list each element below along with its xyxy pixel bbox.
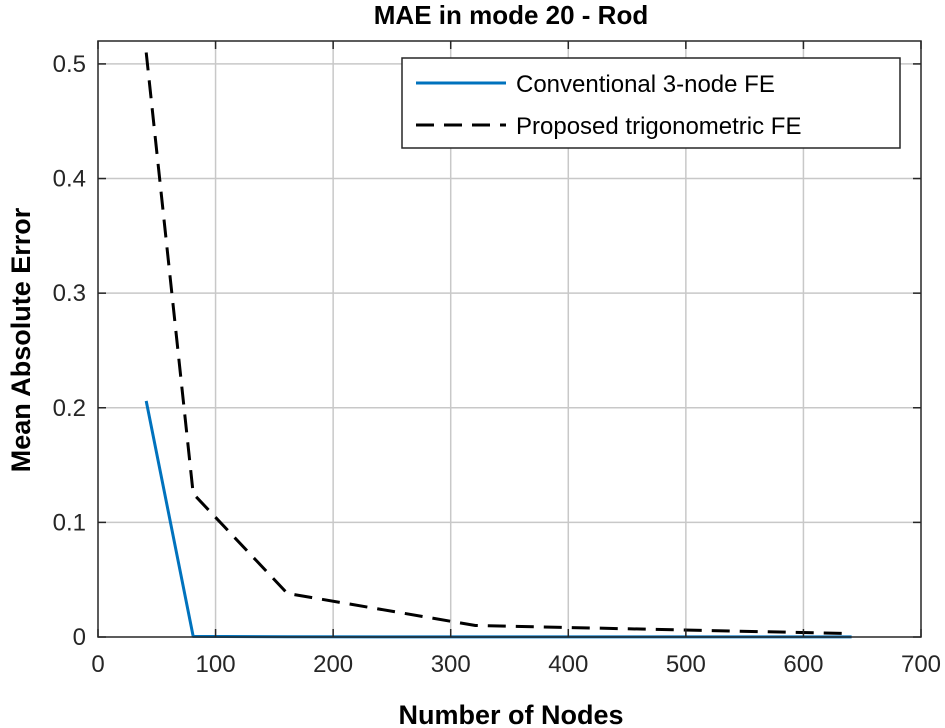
- plot-frame: [97, 40, 922, 638]
- x-tick-label: 400: [548, 651, 588, 678]
- series-line-proposed: [144, 52, 852, 636]
- legend: Conventional 3-node FE Proposed trigonom…: [401, 57, 901, 149]
- y-tick-label: 0.1: [53, 509, 86, 536]
- tick-labels: 0 100 200 300 400 500 600 700 0 0.1 0.2 0.3 0.4 0.5: [53, 51, 941, 678]
- y-axis-label: Mean Absolute Error: [6, 207, 36, 472]
- x-axis-label: Number of Nodes: [398, 700, 623, 728]
- x-tick-label: 300: [431, 651, 471, 678]
- y-tick-label: 0: [73, 624, 86, 651]
- chart-title: MAE in mode 20 - Rod: [374, 0, 648, 30]
- y-tick-label: 0.5: [53, 51, 86, 78]
- x-tick-label: 600: [783, 651, 823, 678]
- x-tick-label: 200: [313, 651, 353, 678]
- y-tick-label: 0.4: [53, 166, 86, 193]
- legend-box: [401, 57, 901, 149]
- x-tick-label: 700: [901, 651, 941, 678]
- x-tick-label: 0: [91, 651, 104, 678]
- legend-label-conventional: Conventional 3-node FE: [516, 71, 775, 98]
- y-tick-label: 0.2: [53, 395, 86, 422]
- y-tick-label: 0.3: [53, 280, 86, 307]
- x-tick-label: 500: [666, 651, 706, 678]
- tick-marks: [97, 41, 922, 638]
- legend-label-proposed: Proposed trigonometric FE: [516, 113, 801, 140]
- x-tick-label: 100: [196, 651, 236, 678]
